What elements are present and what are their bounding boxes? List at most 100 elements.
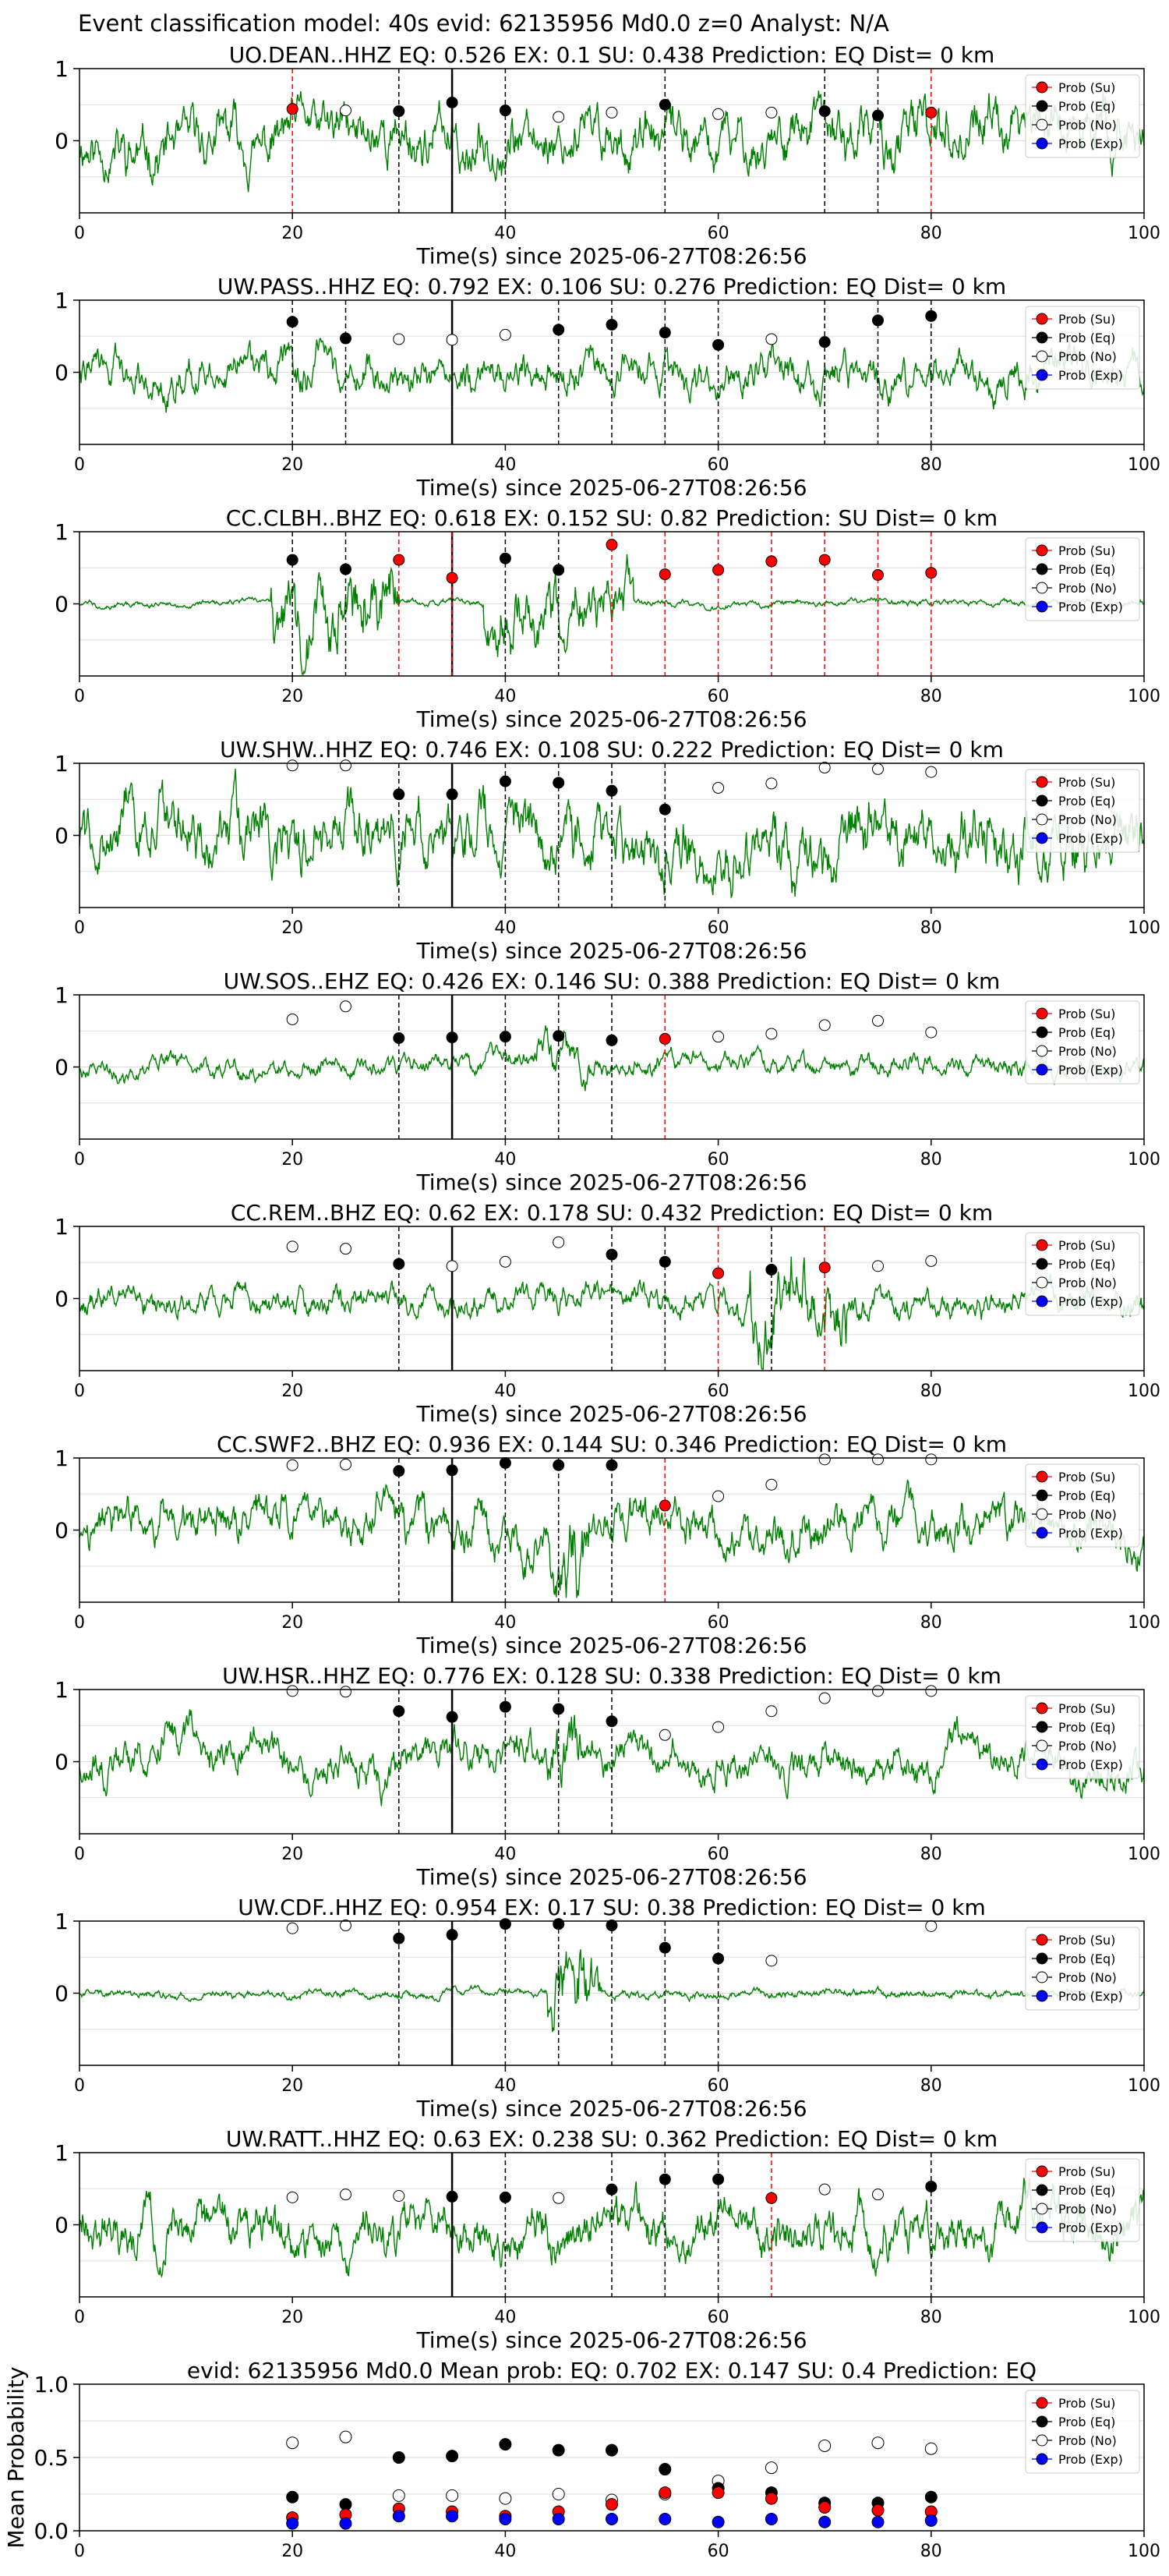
prob-marker-eq: [393, 1932, 405, 1944]
legend-swatch-no: [1036, 1739, 1048, 1752]
prob-marker-no: [925, 1453, 938, 1466]
prob-marker-no: [765, 1705, 778, 1718]
panel-xtick-label: 0: [74, 455, 85, 475]
panel-title: CC.REM..BHZ EQ: 0.62 EX: 0.178 SU: 0.432…: [231, 1200, 993, 1226]
legend-swatch-eq: [1036, 331, 1048, 344]
panel-xlabel: Time(s) since 2025-06-27T08:26:56: [415, 1169, 807, 1195]
prob-marker-eq: [606, 1034, 618, 1046]
mean-panel-xtick-label: 60: [708, 2542, 729, 2561]
legend-swatch-eq: [1036, 2184, 1048, 2196]
legend-swatch-su: [1036, 1934, 1048, 1946]
mean-marker-eq: [606, 2443, 618, 2457]
waveform-panel: UW.SOS..EHZ EQ: 0.426 EX: 0.146 SU: 0.38…: [55, 968, 1160, 1195]
prob-marker-no: [765, 333, 778, 345]
prob-marker-no: [340, 104, 351, 117]
prob-marker-no: [765, 777, 778, 790]
mean-panel-title: evid: 62135956 Md0.0 Mean prob: EQ: 0.70…: [187, 2358, 1037, 2383]
mean-marker-su: [659, 2486, 672, 2500]
panel-xtick-label: 60: [708, 1150, 729, 1169]
legend-swatch-eq: [1036, 1489, 1048, 1502]
mean-marker-su: [712, 2486, 725, 2500]
prob-marker-no: [872, 763, 884, 775]
prob-marker-eq: [499, 552, 511, 564]
legend-swatch-eq: [1036, 563, 1048, 575]
panel-ytick-label: 0: [55, 129, 69, 154]
legend-label: Prob (No): [1058, 1739, 1117, 1753]
mean-marker-eq: [446, 2450, 459, 2463]
legend-label: Prob (Su): [1058, 1238, 1115, 1253]
panel-ytick-label: 0: [55, 1286, 69, 1312]
legend-swatch-exp: [1036, 2221, 1048, 2234]
mean-marker-no: [392, 2489, 405, 2502]
panel-xlabel: Time(s) since 2025-06-27T08:26:56: [415, 475, 807, 501]
prob-marker-eq: [925, 2180, 938, 2192]
prob-marker-eq: [499, 775, 511, 787]
legend-swatch-exp: [1036, 832, 1048, 844]
legend-label: Prob (Exp): [1058, 1989, 1123, 2004]
legend-label: Prob (No): [1058, 349, 1117, 364]
prob-marker-no: [286, 759, 298, 772]
panel-xtick-label: 60: [708, 687, 729, 706]
legend-label: Prob (Eq): [1058, 2415, 1115, 2429]
mean-marker-su: [606, 2498, 618, 2511]
panel-xlabel: Time(s) since 2025-06-27T08:26:56: [415, 938, 807, 964]
legend-label: Prob (Eq): [1058, 1257, 1115, 1272]
legend-swatch-no: [1036, 582, 1048, 594]
prob-marker-eq: [818, 336, 831, 349]
prob-marker-eq: [606, 2183, 618, 2196]
panel-xtick-label: 100: [1128, 2308, 1160, 2327]
panel-xtick-label: 40: [494, 455, 516, 475]
mean-marker-no: [339, 2430, 352, 2443]
panel-title: UW.RATT..HHZ EQ: 0.63 EX: 0.238 SU: 0.36…: [226, 2126, 998, 2152]
panel-xtick-label: 80: [920, 1845, 942, 1864]
panel-xtick-label: 0: [74, 224, 85, 243]
panel-ytick-label: 1: [55, 982, 69, 1008]
prob-marker-no: [872, 1453, 884, 1466]
legend-swatch-exp: [1036, 1527, 1048, 1539]
legend-label: Prob (No): [1058, 1044, 1117, 1059]
legend-swatch-no: [1036, 1508, 1048, 1520]
prob-marker-eq: [446, 1031, 458, 1044]
prob-marker-no: [340, 1243, 351, 1255]
mean-marker-eq: [499, 2438, 512, 2451]
legend-label: Prob (Exp): [1058, 1526, 1123, 1541]
prob-marker-su: [818, 1261, 831, 1274]
legend-swatch-no: [1036, 813, 1048, 826]
panel-title: UW.HSR..HHZ EQ: 0.776 EX: 0.128 SU: 0.33…: [222, 1663, 1001, 1689]
prob-marker-eq: [446, 1929, 458, 1941]
mean-marker-exp: [446, 2510, 459, 2523]
prob-marker-no: [818, 1019, 831, 1031]
waveform-panel: UW.HSR..HHZ EQ: 0.776 EX: 0.128 SU: 0.33…: [55, 1663, 1160, 1890]
mean-panel-ytick-label: 1.0: [34, 2372, 69, 2397]
prob-marker-su: [712, 564, 725, 576]
panel-xtick-label: 80: [920, 224, 942, 243]
panel-xtick-label: 40: [494, 1150, 516, 1169]
prob-marker-no: [765, 1955, 778, 1967]
prob-marker-no: [340, 1000, 351, 1013]
panel-xlabel: Time(s) since 2025-06-27T08:26:56: [415, 243, 807, 269]
legend-swatch-su: [1036, 2397, 1048, 2409]
prob-marker-eq: [393, 105, 405, 118]
legend-label: Prob (Eq): [1058, 794, 1115, 809]
legend-label: Prob (No): [1058, 1507, 1117, 1522]
panel-ytick-label: 0: [55, 1055, 69, 1081]
legend-label: Prob (Eq): [1058, 2183, 1115, 2198]
panel-xtick-label: 20: [281, 1613, 303, 1633]
legend-swatch-su: [1036, 1239, 1048, 1251]
prob-marker-eq: [446, 1711, 458, 1723]
prob-marker-eq: [286, 316, 298, 328]
mean-marker-no: [552, 2488, 565, 2500]
legend-swatch-no: [1036, 1276, 1048, 1289]
prob-marker-no: [925, 1026, 938, 1039]
prob-marker-no: [606, 106, 618, 119]
mean-marker-su: [871, 2503, 885, 2517]
panel-ytick-label: 1: [55, 2140, 69, 2166]
prob-marker-no: [446, 334, 458, 346]
panel-ytick-label: 1: [55, 1677, 69, 1703]
panel-ytick-label: 0: [55, 1981, 69, 2007]
legend-swatch-exp: [1036, 1063, 1048, 1076]
prob-marker-no: [553, 1236, 565, 1248]
legend-swatch-no: [1036, 119, 1048, 131]
legend-swatch-su: [1036, 1470, 1048, 1483]
waveform-trace: [79, 2178, 1145, 2278]
